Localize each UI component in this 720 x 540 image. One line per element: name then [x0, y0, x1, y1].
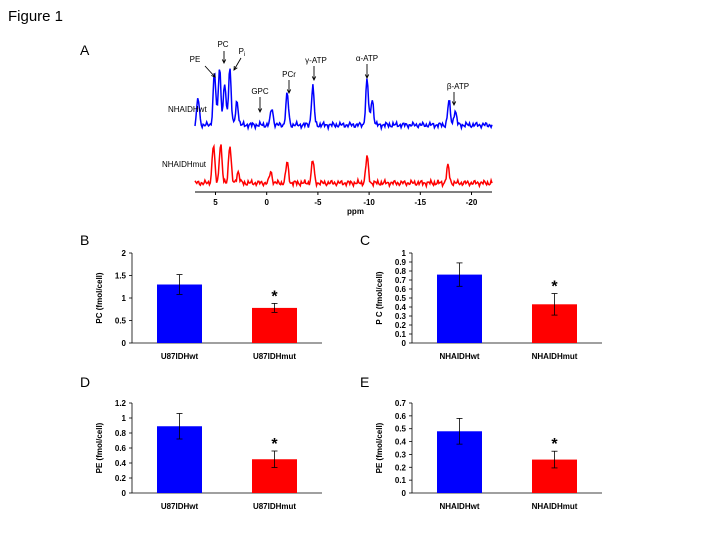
y-tick-label: 1.5: [115, 272, 127, 281]
annotation-arrowhead: [233, 65, 238, 71]
category-label: NHAIDHmut: [532, 502, 578, 511]
y-tick-label: 0.5: [395, 425, 407, 434]
y-tick-label: 0: [122, 489, 127, 498]
spectrum-x-tick-label: 0: [264, 198, 269, 207]
annotation-label: α-ATP: [356, 54, 378, 63]
y-tick-label: 0.5: [395, 294, 407, 303]
annotation-arrow: [204, 65, 216, 78]
category-label: NHAIDHwt: [440, 502, 480, 511]
y-tick-label: 0.7: [395, 399, 407, 408]
y-tick-label: 0.8: [115, 429, 127, 438]
y-tick-label: 0.6: [395, 412, 407, 421]
spectrum-x-tick-label: -5: [314, 198, 322, 207]
y-tick-label: 1: [122, 294, 127, 303]
annotation-arrowhead: [451, 101, 457, 107]
spectrum-x-tick-label: 5: [213, 198, 218, 207]
bar-chart-e: 0 0.1 0.2 0.3 0.4 0.5 0.6 0.7 PE (fmol/cell) NHAI…: [375, 399, 602, 511]
significance-marker: *: [271, 436, 278, 453]
series-label-wt: NHAIDHwt: [168, 105, 207, 114]
y-tick-label: 0.2: [395, 463, 407, 472]
bar: [252, 307, 297, 343]
annotation-arrow: [233, 57, 242, 71]
annotation-label: PE: [190, 55, 201, 64]
panel-letter-b: B: [80, 232, 90, 248]
spectrum-chart: NHAIDHwt NHAIDHmut 5 0 -5 -10 -15 -20 ppm PE PC Pi G…: [162, 40, 493, 216]
y-tick-label: 1: [122, 414, 127, 423]
significance-marker: *: [551, 279, 558, 296]
category-label: U87IDHmut: [253, 352, 296, 361]
y-tick-label: 0.2: [115, 474, 127, 483]
figure-title: Figure 1: [8, 8, 64, 25]
spectrum-x-tick-label: -15: [415, 198, 427, 207]
spectrum-line-wt: [194, 68, 493, 132]
annotation-label: γ-ATP: [305, 56, 327, 65]
annotation-arrowhead: [221, 59, 227, 65]
y-tick-label: 0.3: [395, 312, 407, 321]
y-axis-label: PE (fmol/cell): [375, 422, 384, 473]
y-tick-label: 0.4: [115, 459, 127, 468]
panel-letter-a: A: [80, 42, 90, 58]
category-label: U87IDHwt: [161, 352, 199, 361]
y-tick-label: 0.8: [395, 267, 407, 276]
y-tick-label: 0: [402, 489, 407, 498]
annotation-label: β-ATP: [447, 82, 469, 91]
y-tick-label: 0.4: [395, 438, 407, 447]
panel-letter-e: E: [360, 374, 370, 390]
y-tick-label: 0.2: [395, 321, 407, 330]
y-tick-label: 0.1: [395, 330, 407, 339]
bar-chart-c: 00.10.20.30.40.50.60.70.80.91 P C (fmol/c…: [375, 249, 602, 361]
spectrum-x-tick-label: -20: [466, 198, 478, 207]
bar-chart-d: 0 0.2 0.4 0.6 0.8 1 1.2 PE (fmol/cell) U87IDHwt U…: [95, 399, 322, 511]
annotation-arrowhead: [311, 76, 317, 82]
y-tick-label: 0.3: [395, 450, 407, 459]
annotation-arrowhead: [211, 73, 216, 78]
y-tick-label: 1: [402, 249, 407, 258]
significance-marker: *: [271, 288, 278, 305]
bar-chart-b: 0 0.5 1 1.5 2 PC (fmol/cell) U87IDHwt U87IDHmut…: [95, 249, 322, 361]
y-tick-label: 1.2: [115, 399, 127, 408]
annotation-label: PC: [217, 40, 228, 49]
annotation-arrowhead: [257, 108, 263, 114]
panel-letter-c: C: [360, 232, 371, 248]
y-tick-label: 0.6: [115, 444, 127, 453]
y-axis-label: PC (fmol/cell): [95, 272, 104, 323]
y-tick-label: 0: [402, 339, 407, 348]
category-label: U87IDHmut: [253, 502, 296, 511]
spectrum-x-tick-label: -10: [363, 198, 375, 207]
series-label-mut: NHAIDHmut: [162, 160, 207, 169]
y-axis-label: PE (fmol/cell): [95, 422, 104, 473]
y-tick-label: 0.7: [395, 276, 407, 285]
y-tick-label: 0.9: [395, 258, 407, 267]
y-tick-label: 0.4: [395, 303, 407, 312]
annotation-label: Pi: [239, 47, 246, 58]
panel-letter-d: D: [80, 374, 91, 390]
category-label: U87IDHwt: [161, 502, 199, 511]
y-tick-label: 0.6: [395, 285, 407, 294]
category-label: NHAIDHwt: [440, 352, 480, 361]
annotation-arrowhead: [286, 89, 292, 95]
y-tick-label: 0: [122, 339, 127, 348]
annotation-label: PCr: [282, 70, 296, 79]
annotation-arrowhead: [364, 74, 370, 80]
y-tick-label: 0.5: [115, 317, 127, 326]
y-tick-label: 2: [122, 249, 127, 258]
y-tick-label: 0.1: [395, 476, 407, 485]
significance-marker: *: [551, 436, 558, 453]
y-axis-label: P C (fmol/cell): [375, 271, 384, 325]
category-label: NHAIDHmut: [532, 352, 578, 361]
spectrum-x-axis-label: ppm: [347, 207, 364, 216]
annotation-label: GPC: [251, 87, 269, 96]
spectrum-line-mut: [194, 143, 493, 189]
